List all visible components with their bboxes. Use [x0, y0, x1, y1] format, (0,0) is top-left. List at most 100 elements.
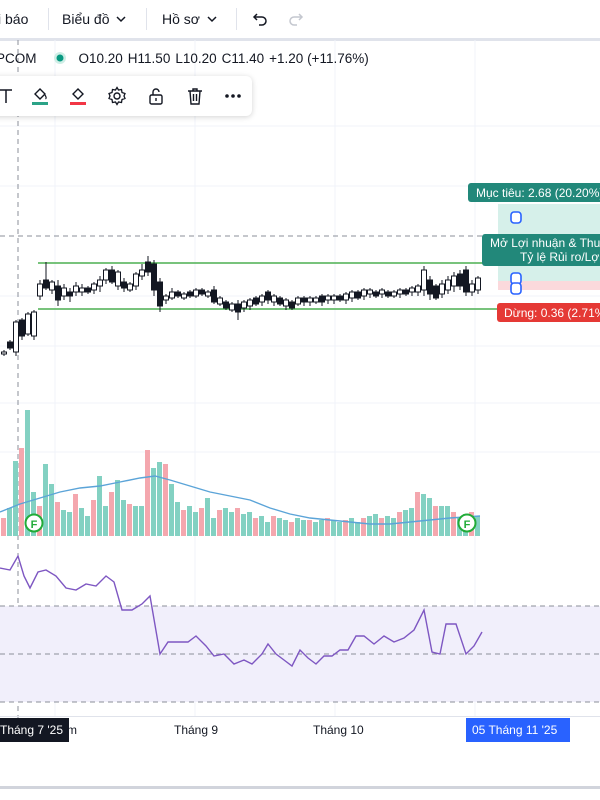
volume-bar	[67, 512, 72, 536]
volume-bar	[277, 518, 282, 536]
profile-menu[interactable]: Hồ sơ	[162, 9, 218, 29]
volume-bar	[151, 468, 156, 536]
target-label-box[interactable]	[468, 183, 600, 202]
stop-label-box[interactable]	[497, 303, 600, 322]
candle-body	[403, 289, 409, 295]
alerts-menu[interactable]: i báo	[0, 9, 28, 29]
center-label-box[interactable]	[482, 234, 600, 266]
candle-body	[385, 291, 391, 297]
volume-bar	[313, 522, 318, 536]
time-axis-label: Tháng 10	[313, 723, 364, 737]
candle-body	[133, 273, 139, 287]
volume-bar	[13, 461, 18, 536]
candle-body	[19, 319, 25, 337]
event-marker[interactable]: F	[24, 513, 44, 533]
candle-body	[37, 283, 43, 297]
candle-body	[91, 283, 97, 291]
settings-button[interactable]	[105, 84, 129, 108]
target-handle[interactable]	[510, 211, 522, 224]
redo-button[interactable]	[288, 9, 306, 29]
volume-bar	[379, 518, 384, 536]
bottom-border	[0, 786, 600, 789]
volume-bar	[187, 506, 192, 536]
volume-bar	[49, 484, 54, 536]
candle-body	[97, 279, 103, 287]
lock-button[interactable]	[144, 84, 168, 108]
candle-body	[43, 279, 49, 289]
crosshair-date-badge: Tháng 7 '25	[0, 718, 70, 742]
stop-handle[interactable]	[510, 282, 522, 295]
toolbar-border	[0, 38, 600, 41]
trash-icon	[188, 88, 202, 105]
volume-bar	[25, 410, 30, 536]
candle-body	[367, 289, 373, 295]
text-tool-button[interactable]	[0, 84, 18, 108]
undo-button[interactable]	[250, 9, 268, 29]
volume-bar	[1, 518, 6, 536]
volume-bar	[385, 516, 390, 536]
candle-body	[445, 279, 451, 291]
undo-icon	[252, 13, 267, 26]
candle-body	[139, 269, 145, 277]
candle-body	[475, 277, 481, 291]
chevron-down-icon	[116, 16, 127, 23]
candle-body	[241, 301, 247, 309]
volume-bar	[127, 504, 132, 536]
market-status-icon	[53, 52, 66, 64]
delete-button[interactable]	[183, 84, 207, 108]
candle-body	[169, 291, 175, 299]
volume-bar	[133, 506, 138, 536]
candle-body	[187, 291, 193, 297]
ohlc-high: H11.50	[127, 50, 171, 66]
ohlc-low: L10.20	[175, 50, 217, 66]
candles	[1, 256, 481, 356]
volume-bar	[145, 450, 150, 536]
candle-body	[49, 281, 55, 291]
more-button[interactable]	[221, 84, 245, 108]
volume-bar	[253, 518, 258, 536]
candle-body	[361, 289, 367, 297]
volume-bar	[439, 506, 444, 536]
time-axis-border	[0, 716, 600, 717]
volume-bar	[115, 480, 120, 536]
volume-bar	[391, 518, 396, 536]
candle-body	[337, 295, 343, 301]
volume-bars	[1, 410, 480, 536]
symbol-name[interactable]: PCOM	[0, 50, 37, 66]
event-marker[interactable]: F	[457, 513, 477, 533]
candle-body	[319, 295, 325, 303]
volume-bar	[259, 516, 264, 536]
candle-body	[379, 289, 385, 295]
line-color-button[interactable]	[66, 84, 90, 108]
candle-body	[121, 281, 127, 289]
candle-body	[373, 291, 379, 297]
chevron-down-icon	[207, 16, 217, 23]
divider	[48, 8, 49, 30]
candle-body	[247, 299, 253, 307]
more-icon	[225, 94, 241, 98]
candle-body	[439, 283, 445, 295]
candle-body	[109, 269, 115, 283]
candle-body	[289, 301, 295, 309]
volume-bar	[163, 464, 168, 536]
volume-bar	[325, 518, 330, 536]
candle-body	[235, 303, 241, 313]
volume-bar	[211, 518, 216, 536]
candle-body	[205, 291, 211, 297]
fill-color-icon	[32, 88, 48, 105]
loss-zone[interactable]	[498, 281, 600, 290]
candle-body	[451, 275, 457, 287]
candle-body	[73, 285, 79, 293]
chart-menu[interactable]: Biểu đồ	[62, 9, 127, 29]
volume-bar	[121, 500, 126, 536]
volume-bar	[61, 510, 66, 536]
volume-bar	[445, 506, 450, 536]
volume-bar	[289, 522, 294, 536]
candle-body	[55, 285, 61, 301]
line-color-icon	[70, 88, 86, 105]
fill-color-button[interactable]	[28, 84, 52, 108]
volume-bar	[55, 502, 60, 536]
volume-bar	[295, 518, 300, 536]
volume-bar	[343, 520, 348, 536]
